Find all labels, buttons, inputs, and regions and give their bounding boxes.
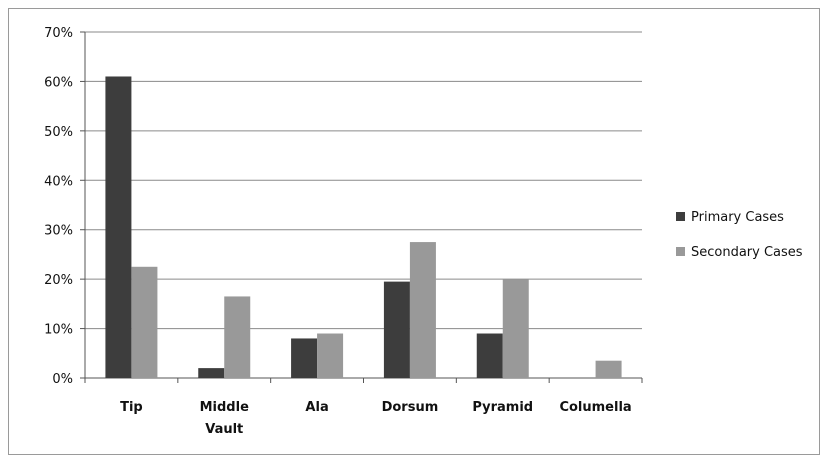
y-tick-label: 20% xyxy=(44,273,73,288)
y-tick-label: 40% xyxy=(44,174,73,189)
bar-secondary xyxy=(409,242,436,378)
y-tick-label: 70% xyxy=(44,26,73,41)
bar-primary xyxy=(291,338,318,378)
bar-primary xyxy=(198,368,225,378)
x-tick-label: Middle Vault xyxy=(200,400,249,437)
legend-swatch xyxy=(676,247,685,256)
bar-secondary xyxy=(595,360,622,378)
bar-secondary xyxy=(224,296,251,378)
y-tick-label: 10% xyxy=(44,323,73,338)
bar-primary xyxy=(476,333,503,378)
bar-primary xyxy=(383,281,410,378)
legend-label: Primary Cases xyxy=(691,210,784,225)
bar-secondary xyxy=(502,279,529,378)
legend-label: Secondary Cases xyxy=(691,245,803,260)
chart-frame xyxy=(8,8,820,455)
x-tick-label: Tip xyxy=(120,400,143,415)
bar-secondary xyxy=(317,333,344,378)
x-tick-label: Dorsum xyxy=(382,400,439,415)
y-tick-label: 60% xyxy=(44,75,73,90)
bar-secondary xyxy=(131,266,158,378)
y-tick-label: 0% xyxy=(52,372,73,387)
x-tick-label: Pyramid xyxy=(472,400,533,415)
legend-swatch xyxy=(676,212,685,221)
bar-primary xyxy=(105,76,132,378)
y-tick-label: 50% xyxy=(44,125,73,140)
x-tick-label: Columella xyxy=(559,400,631,415)
y-tick-label: 30% xyxy=(44,224,73,239)
x-tick-label: Ala xyxy=(305,400,328,415)
